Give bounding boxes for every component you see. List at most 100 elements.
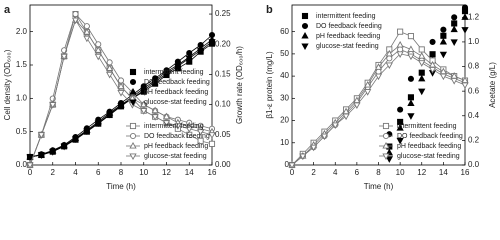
marker xyxy=(397,46,404,53)
x-tick-label: 0 xyxy=(290,168,295,177)
marker xyxy=(310,144,318,152)
marker xyxy=(71,136,80,144)
legend-label: DO feedback feeding xyxy=(397,133,463,140)
marker xyxy=(162,120,171,127)
marker xyxy=(451,20,458,27)
marker xyxy=(418,60,426,67)
marker xyxy=(140,108,148,115)
x-tick-label: 10 xyxy=(139,168,148,177)
marker xyxy=(418,69,425,76)
marker xyxy=(299,153,307,161)
y2-tick-label: 1.2 xyxy=(468,12,480,21)
marker xyxy=(83,35,91,43)
legend-marker xyxy=(382,122,390,130)
y-tick-label: 50 xyxy=(280,49,289,58)
marker xyxy=(364,80,372,88)
marker xyxy=(439,73,447,81)
marker xyxy=(396,51,404,58)
marker xyxy=(461,4,469,11)
marker xyxy=(174,63,182,71)
legend-marker xyxy=(301,12,309,20)
legend-marker xyxy=(129,78,137,86)
x-tick-label: 2 xyxy=(311,168,316,177)
legend-label: intermittent feeding xyxy=(144,123,204,130)
marker xyxy=(106,59,113,66)
marker xyxy=(162,112,171,120)
legend-marker xyxy=(129,87,137,95)
marker xyxy=(95,41,102,48)
legend-label: pH feedback feeding xyxy=(397,143,461,150)
legend-marker xyxy=(301,31,309,39)
marker xyxy=(174,123,182,130)
y2-axis-title: Acetate (g/L) xyxy=(488,62,497,108)
marker xyxy=(407,45,415,52)
y2-tick-label: 0.6 xyxy=(468,86,480,95)
legend-label: pH feedback feeding xyxy=(144,143,208,150)
y-tick-label: 10 xyxy=(280,138,289,147)
marker xyxy=(83,128,91,136)
y2-tick-label: 1.0 xyxy=(468,37,480,46)
y-axis-title: β1-ε protein (mg/L) xyxy=(265,51,274,119)
marker xyxy=(37,132,45,139)
marker xyxy=(106,111,114,119)
marker xyxy=(197,129,205,136)
marker xyxy=(83,23,90,30)
x-tick-label: 2 xyxy=(51,168,56,177)
x-tick-label: 16 xyxy=(461,168,470,177)
x-tick-label: 16 xyxy=(208,168,217,177)
marker xyxy=(439,51,447,59)
marker xyxy=(374,73,383,81)
marker xyxy=(385,49,393,57)
x-axis-title: Time (h) xyxy=(364,182,394,191)
legend-label: intermittent feeding xyxy=(316,13,376,20)
marker xyxy=(407,75,414,82)
y-tick-label: 30 xyxy=(280,93,289,102)
marker xyxy=(49,102,57,109)
legend-marker xyxy=(301,22,309,30)
panel-label: b xyxy=(266,4,273,16)
x-tick-label: 0 xyxy=(28,168,33,177)
legend-label: glucose-stat feeding xyxy=(397,153,460,160)
marker xyxy=(94,46,102,53)
marker xyxy=(418,88,426,96)
marker xyxy=(385,156,393,163)
marker xyxy=(140,100,148,108)
marker xyxy=(288,162,296,170)
y2-tick-label: 0.20 xyxy=(215,39,231,48)
marker xyxy=(450,78,458,85)
marker xyxy=(439,37,447,45)
y-tick-label: 1.5 xyxy=(16,60,28,69)
marker xyxy=(208,132,216,139)
marker xyxy=(461,82,469,90)
marker xyxy=(60,143,68,151)
y2-tick-label: 0.10 xyxy=(215,100,231,109)
marker xyxy=(429,38,436,45)
x-tick-label: 12 xyxy=(162,168,171,177)
marker xyxy=(429,51,436,58)
legend-marker xyxy=(382,153,390,161)
legend-marker xyxy=(129,153,137,161)
legend-marker xyxy=(129,132,137,140)
y2-tick-label: 0.05 xyxy=(215,130,231,139)
legend-marker xyxy=(382,141,390,149)
marker xyxy=(331,122,339,130)
marker xyxy=(140,87,148,95)
y-axis-title: Cell density (OD₆₀₀) xyxy=(3,49,12,120)
legend-label: DO feedback feeding xyxy=(144,133,210,140)
marker xyxy=(49,149,57,156)
marker xyxy=(407,53,415,61)
marker xyxy=(397,28,404,35)
marker xyxy=(396,137,404,145)
marker xyxy=(117,77,125,84)
marker xyxy=(83,28,91,35)
marker xyxy=(418,74,426,82)
marker xyxy=(208,140,216,147)
marker xyxy=(197,47,205,55)
marker xyxy=(94,120,102,128)
marker xyxy=(320,133,329,141)
marker xyxy=(106,71,114,79)
legend-label: pH feedback feeding xyxy=(144,89,208,96)
marker xyxy=(185,126,193,133)
y-tick-label: 0.5 xyxy=(16,127,28,136)
marker xyxy=(151,79,159,86)
